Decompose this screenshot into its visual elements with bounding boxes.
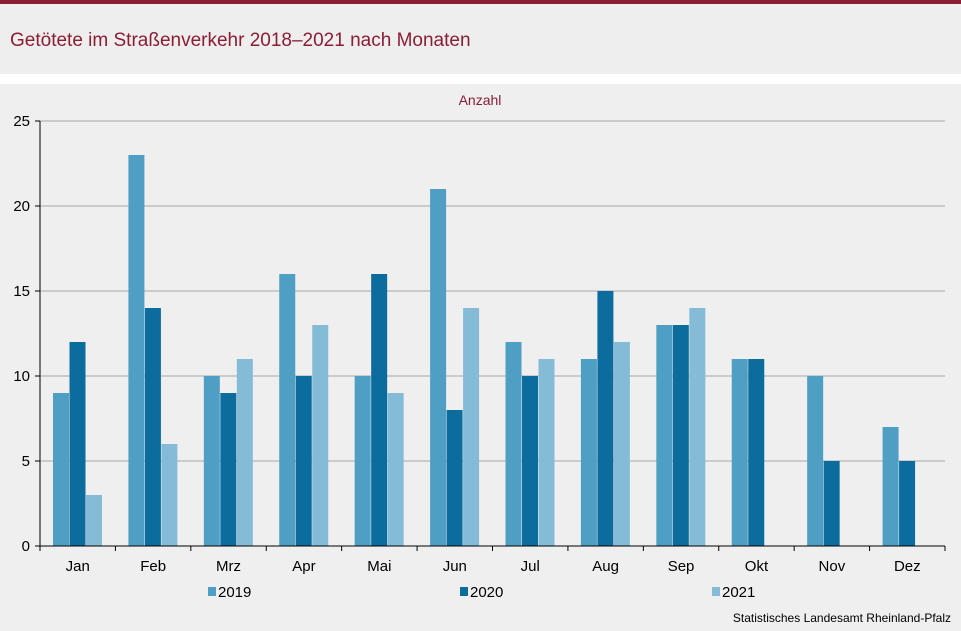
x-tick-label: Sep (668, 558, 695, 575)
bar-2021 (86, 495, 102, 546)
legend-swatch-2020 (460, 587, 468, 596)
bar-chart: 0 5 10 15 20 25 Anzahl Jan Feb Mrz Apr Mai Jun Jul Aug… (13, 92, 946, 601)
y-tick-label: 20 (13, 198, 30, 215)
bar-2019 (128, 155, 145, 546)
y-tick-label: 5 (22, 453, 30, 470)
bar-2020 (371, 274, 388, 546)
bar-2020 (672, 325, 689, 546)
bar-2019 (203, 376, 220, 546)
bar-2021 (463, 308, 480, 546)
bar-2020 (69, 342, 86, 546)
legend-swatch-2021 (712, 587, 720, 596)
x-tick-label: Jan (66, 558, 90, 575)
y-axis-label: Anzahl (459, 92, 502, 108)
bar-2020 (899, 461, 916, 546)
x-tick-label: Dez (894, 558, 921, 575)
chart-area: 0 5 10 15 20 25 Anzahl Jan Feb Mrz Apr Mai Jun Jul Aug… (0, 84, 961, 631)
legend-label: 2020 (470, 584, 503, 601)
top-accent-bar (0, 0, 961, 4)
x-tick-label: Mrz (216, 558, 241, 575)
bar-2019 (354, 376, 371, 546)
legend-label: 2019 (218, 584, 251, 601)
bar-2019 (731, 359, 748, 546)
divider (0, 74, 961, 84)
bar-2019 (656, 325, 673, 546)
x-tick-label: Jul (521, 558, 540, 575)
x-tick-label: Jun (443, 558, 467, 575)
bar-2019 (430, 189, 447, 546)
y-tick-label: 0 (22, 538, 30, 555)
bar-2019 (53, 393, 69, 546)
bar-2019 (882, 427, 899, 546)
bar-2021 (161, 444, 178, 546)
bar-2021 (387, 393, 404, 546)
bar-2021 (538, 359, 555, 546)
bar-2020 (748, 359, 765, 546)
x-tick-label: Aug (592, 558, 619, 575)
y-tick-label: 10 (13, 368, 30, 385)
legend-swatch-2019 (208, 587, 216, 596)
bar-2019 (807, 376, 824, 546)
bar-2019 (505, 342, 522, 546)
bar-2020 (144, 308, 161, 546)
y-tick-label: 25 (13, 113, 30, 130)
bar-2020 (446, 410, 463, 546)
bar-2020 (522, 376, 538, 546)
bar-2021 (689, 308, 706, 546)
x-tick-label: Apr (292, 558, 315, 575)
bar-2020 (220, 393, 237, 546)
bar-2019 (279, 274, 296, 546)
bar-2020 (597, 291, 614, 546)
bar-2020 (295, 376, 312, 546)
y-tick-label: 15 (13, 283, 30, 300)
legend-label: 2021 (722, 584, 755, 601)
bar-2020 (823, 461, 840, 546)
bar-2021 (613, 342, 630, 546)
x-tick-label: Nov (819, 558, 846, 575)
bar-2021 (312, 325, 329, 546)
chart-title: Getötete im Straßenverkehr 2018–2021 nac… (10, 30, 471, 51)
x-tick-label: Mai (367, 558, 391, 575)
bar-2021 (236, 359, 253, 546)
x-tick-label: Feb (140, 558, 166, 575)
x-tick-label: Okt (745, 558, 769, 575)
bar-2019 (580, 359, 597, 546)
title-band: Getötete im Straßenverkehr 2018–2021 nac… (0, 4, 961, 74)
source-note: Statistisches Landesamt Rheinland-Pfalz (732, 611, 951, 625)
